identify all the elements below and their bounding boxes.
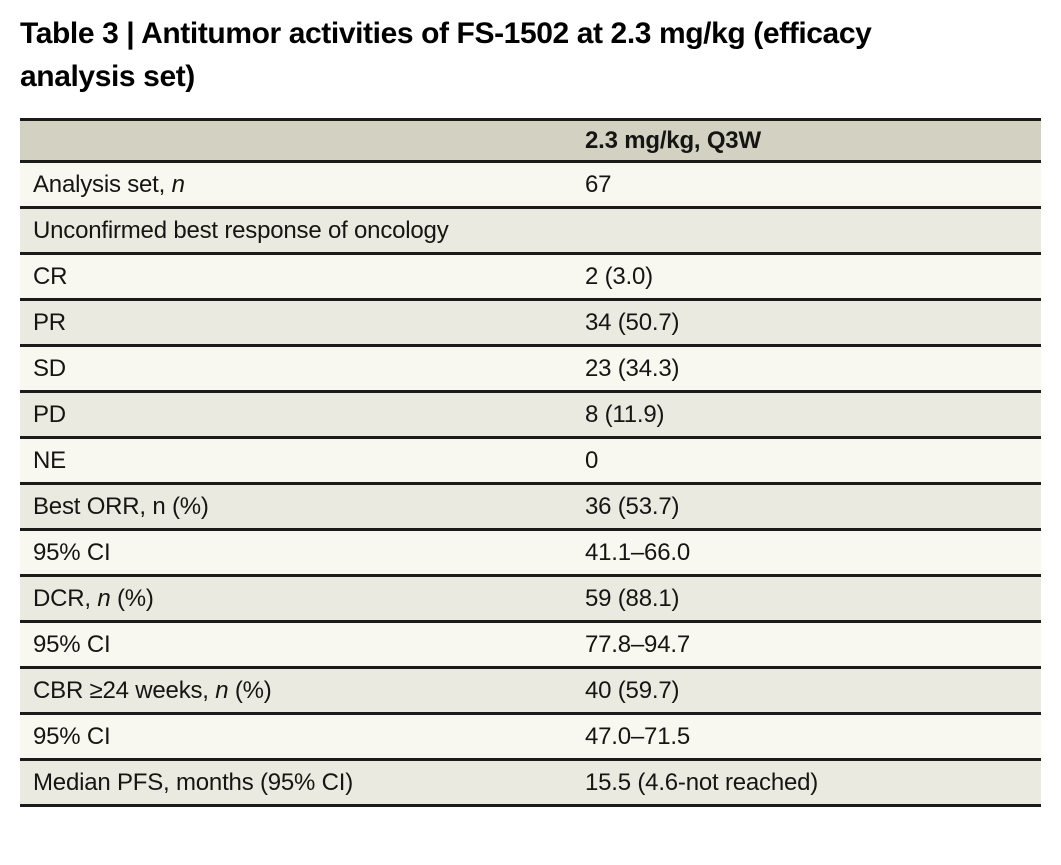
table-row: CBR ≥24 weeks, n (%) 40 (59.7) — [20, 667, 1041, 714]
row-label-segment: (%) — [228, 676, 272, 704]
row-label: 95% CI — [20, 714, 583, 760]
row-label: Median PFS, months (95% CI) — [20, 760, 583, 806]
row-value: 77.8–94.7 — [585, 630, 690, 658]
row-label-segment: (%) — [110, 584, 154, 612]
row-value: 34 (50.7) — [585, 308, 680, 336]
table-row: 95% CI 41.1–66.0 — [20, 529, 1041, 576]
header-value-cell: 2.3 mg/kg, Q3W — [585, 126, 761, 154]
row-label: SD — [20, 346, 583, 392]
header-row: 2.3 mg/kg, Q3W — [20, 119, 1041, 162]
row-label-segment: DCR, — [33, 584, 98, 612]
row-label: 95% CI — [20, 622, 583, 668]
row-label: CBR ≥24 weeks, n (%) — [20, 668, 583, 714]
table-body: Analysis set, n 67 Unconfirmed best respon… — [20, 161, 1041, 806]
row-value: 59 (88.1) — [585, 584, 680, 612]
table-title-line-1: Table 3 | Antitumor activities of FS-150… — [20, 17, 872, 50]
table-row: Best ORR, n (%) 36 (53.7) — [20, 483, 1041, 530]
row-label: 95% CI — [20, 530, 583, 576]
row-value: 67 — [585, 170, 612, 198]
row-label-segment: CR — [33, 262, 68, 290]
row-label-segment: 95% CI — [33, 630, 111, 658]
row-label-segment: Analysis set, — [33, 170, 172, 198]
table-section-row: Unconfirmed best response of oncology — [20, 207, 1041, 254]
results-table: 2.3 mg/kg, Q3W Analysis set, n 67 Unconfir… — [20, 118, 1041, 807]
row-value: 23 (34.3) — [585, 354, 680, 382]
row-value: 0 — [585, 446, 599, 474]
row-label-segment: PR — [33, 308, 66, 336]
table-row: CR 2 (3.0) — [20, 253, 1041, 300]
row-label: Unconfirmed best response of oncology — [20, 208, 1041, 254]
table-row: 95% CI 47.0–71.5 — [20, 713, 1041, 760]
row-label-italic-segment: n — [97, 584, 111, 612]
table-header: 2.3 mg/kg, Q3W — [20, 119, 1041, 162]
row-label: PR — [20, 300, 583, 346]
row-value: 47.0–71.5 — [585, 722, 690, 750]
table-row: Analysis set, n 67 — [20, 161, 1041, 208]
row-value: 36 (53.7) — [585, 492, 680, 520]
header-label-cell — [20, 120, 583, 162]
row-label-segment: Unconfirmed best response of oncology — [33, 216, 449, 244]
row-label-segment: SD — [33, 354, 66, 382]
row-label: CR — [20, 254, 583, 300]
row-label-segment: NE — [33, 446, 66, 474]
table-row: PR 34 (50.7) — [20, 299, 1041, 346]
row-value: 15.5 (4.6-not reached) — [585, 768, 819, 796]
row-value: 40 (59.7) — [585, 676, 680, 704]
table-title: Table 3 | Antitumor activities of FS-150… — [20, 12, 1041, 98]
row-label-segment: 95% CI — [33, 722, 111, 750]
row-label-segment: CBR ≥24 weeks, — [33, 676, 216, 704]
table-row: 95% CI 77.8–94.7 — [20, 621, 1041, 668]
row-label: DCR, n (%) — [20, 576, 583, 622]
row-value: 8 (11.9) — [585, 400, 665, 428]
row-label: Best ORR, n (%) — [20, 484, 583, 530]
row-label: NE — [20, 438, 583, 484]
row-value: 2 (3.0) — [585, 262, 653, 290]
row-label-segment: Median PFS, months (95% CI) — [33, 768, 354, 796]
table-row: SD 23 (34.3) — [20, 345, 1041, 392]
table-row: NE 0 — [20, 437, 1041, 484]
row-label-italic-segment: n — [171, 170, 185, 198]
table-row: PD 8 (11.9) — [20, 391, 1041, 438]
table-title-line-2: analysis set) — [20, 60, 195, 93]
table-row: Median PFS, months (95% CI) 15.5 (4.6-not… — [20, 759, 1041, 806]
row-label-italic-segment: n — [215, 676, 229, 704]
row-label-segment: 95% CI — [33, 538, 111, 566]
row-label: PD — [20, 392, 583, 438]
table-row: DCR, n (%) 59 (88.1) — [20, 575, 1041, 622]
row-label: Analysis set, n — [20, 162, 583, 208]
row-label-segment: Best ORR, n (%) — [33, 492, 209, 520]
row-value: 41.1–66.0 — [585, 538, 690, 566]
row-label-segment: PD — [33, 400, 66, 428]
